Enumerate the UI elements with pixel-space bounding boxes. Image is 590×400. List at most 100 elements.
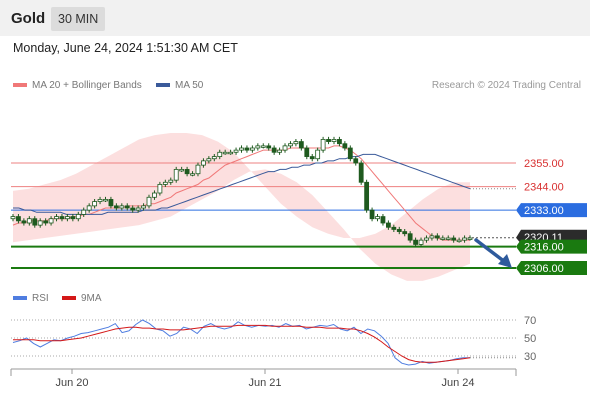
candle-body [434, 235, 440, 239]
candle [32, 216, 38, 228]
candle-body [75, 214, 81, 220]
candle [304, 145, 310, 160]
candle-body [21, 220, 27, 224]
candle-body [282, 145, 288, 151]
candle [320, 136, 326, 153]
level-tag-text: 2316.00 [524, 242, 564, 254]
ma9-line [13, 324, 471, 363]
candle-body [228, 151, 234, 155]
level-tag-bg [516, 239, 587, 254]
candle [113, 203, 119, 211]
forecast-arrow [474, 238, 512, 268]
legend-bollinger-label: MA 20 + Bollinger Bands [32, 80, 142, 91]
candle-body [429, 235, 435, 239]
candle-body [364, 181, 370, 211]
candle-body [168, 179, 174, 183]
candle [462, 235, 467, 243]
candle [413, 237, 418, 247]
header-bar: Gold 30 MIN [0, 0, 590, 36]
candle [255, 143, 261, 151]
candle [228, 149, 234, 155]
candle-body [407, 233, 413, 241]
candle-body [239, 147, 244, 151]
x-tick-label: Jun 20 [55, 377, 88, 389]
moving-averages [12, 145, 516, 241]
candle [103, 196, 108, 202]
candle-body [385, 222, 391, 228]
candle-body [108, 199, 114, 207]
candle [451, 235, 457, 243]
bollinger-band-envelope [13, 133, 470, 281]
legend-ma9-label: 9MA [81, 293, 102, 304]
asset-title: Gold [11, 10, 46, 27]
candle-body [396, 229, 402, 232]
candle-body [211, 156, 217, 160]
candle [391, 224, 397, 232]
ma50-line [13, 153, 471, 215]
candle [467, 235, 473, 241]
candle-body [456, 239, 462, 243]
candle [211, 154, 217, 162]
level-tag-bg [516, 261, 587, 275]
candle-body [440, 237, 446, 240]
candle-body [222, 151, 228, 155]
level-tag-text: 2333.00 [524, 205, 564, 217]
candle [135, 205, 141, 213]
candle-body [65, 216, 70, 220]
candle [26, 216, 32, 226]
candle-body [331, 139, 337, 142]
candle-body [337, 139, 342, 145]
candle [54, 214, 59, 222]
candle-body [418, 239, 424, 245]
candle-body [358, 162, 364, 183]
candle-body [260, 145, 266, 148]
forecast-arrow-head [498, 254, 512, 268]
timeframe-chip[interactable]: 30 MIN [51, 7, 106, 31]
candle-body [467, 237, 473, 240]
candle [157, 181, 163, 196]
candle [380, 214, 386, 226]
candle [81, 207, 87, 217]
candle [108, 196, 114, 209]
candle [92, 199, 98, 209]
candle-body [184, 169, 190, 175]
candle [369, 207, 375, 222]
candle [119, 203, 125, 211]
candle [418, 237, 424, 247]
candle-body [249, 147, 255, 151]
candle-body [157, 184, 163, 194]
candle-body [86, 205, 92, 211]
candle-body [347, 147, 353, 160]
level-tag-2333.00: 2333.00 [516, 203, 587, 218]
level-tag-2316.00: 2316.00 [516, 239, 587, 254]
candle-body [271, 147, 277, 153]
candle [331, 136, 337, 145]
candle [173, 166, 179, 183]
candle [375, 214, 380, 222]
candle-body [26, 218, 32, 224]
candlesticks [10, 136, 473, 247]
level-tag-2306.00: 2306.00 [516, 261, 587, 275]
level-label-2355.00: 2355.00 [524, 158, 564, 170]
candle [244, 145, 250, 153]
candle-body [451, 237, 457, 241]
candle-body [201, 160, 206, 166]
candle [65, 214, 70, 222]
candle [337, 136, 342, 147]
candle-body [43, 220, 49, 224]
legend-ma9: 9MA [62, 293, 102, 304]
candle-body [54, 216, 59, 220]
candle [288, 141, 293, 149]
candle [347, 145, 353, 162]
candle-body [266, 145, 272, 149]
candle [217, 149, 223, 160]
candle [342, 141, 348, 151]
candle-body [119, 205, 125, 209]
candle [146, 194, 152, 209]
candle-body [375, 216, 380, 220]
legend-ma50-label: MA 50 [175, 80, 204, 91]
candle-body [462, 237, 467, 241]
candle-body [141, 205, 146, 209]
candle [385, 220, 391, 230]
